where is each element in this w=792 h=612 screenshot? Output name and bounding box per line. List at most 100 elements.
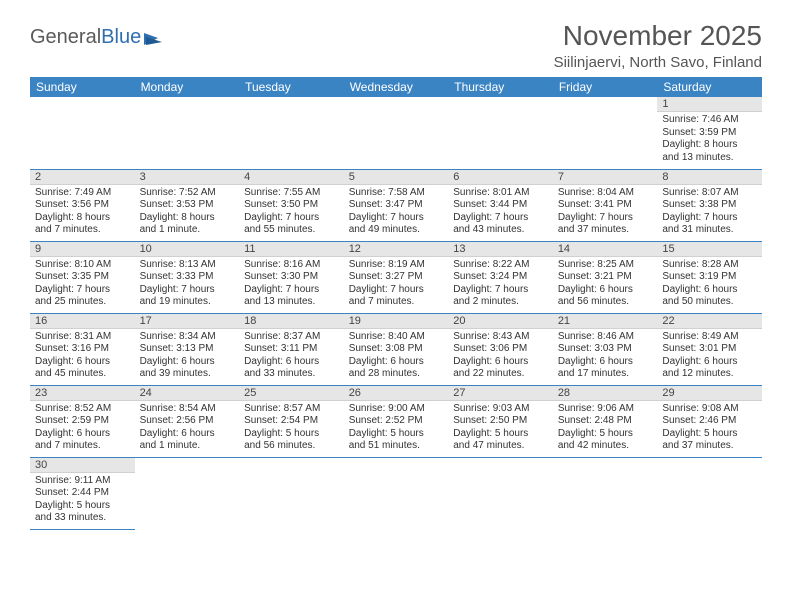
calendar-cell: 25Sunrise: 8:57 AMSunset: 2:54 PMDayligh… [239,385,344,457]
sunrise-text: Sunrise: 9:11 AM [35,475,130,488]
day-body: Sunrise: 8:10 AMSunset: 3:35 PMDaylight:… [30,257,135,312]
daylight-text-2: and 1 minute. [140,440,235,453]
calendar-cell: 19Sunrise: 8:40 AMSunset: 3:08 PMDayligh… [344,313,449,385]
daylight-text-2: and 7 minutes. [349,296,444,309]
calendar-cell: 11Sunrise: 8:16 AMSunset: 3:30 PMDayligh… [239,241,344,313]
day-number: 13 [448,242,553,257]
calendar-cell: 16Sunrise: 8:31 AMSunset: 3:16 PMDayligh… [30,313,135,385]
calendar-week: 30Sunrise: 9:11 AMSunset: 2:44 PMDayligh… [30,457,762,529]
calendar-cell: 29Sunrise: 9:08 AMSunset: 2:46 PMDayligh… [657,385,762,457]
day-header: Thursday [448,77,553,97]
sunset-text: Sunset: 3:21 PM [558,271,653,284]
daylight-text-1: Daylight: 6 hours [558,356,653,369]
calendar-cell: 14Sunrise: 8:25 AMSunset: 3:21 PMDayligh… [553,241,658,313]
sunrise-text: Sunrise: 7:55 AM [244,187,339,200]
daylight-text-1: Daylight: 5 hours [558,428,653,441]
calendar-cell: 12Sunrise: 8:19 AMSunset: 3:27 PMDayligh… [344,241,449,313]
day-number: 21 [553,314,658,329]
day-body: Sunrise: 8:46 AMSunset: 3:03 PMDaylight:… [553,329,658,384]
day-body: Sunrise: 8:07 AMSunset: 3:38 PMDaylight:… [657,185,762,240]
daylight-text-1: Daylight: 6 hours [662,284,757,297]
calendar-cell [553,457,658,529]
calendar-cell: 22Sunrise: 8:49 AMSunset: 3:01 PMDayligh… [657,313,762,385]
daylight-text-1: Daylight: 5 hours [35,500,130,513]
sunrise-text: Sunrise: 8:19 AM [349,259,444,272]
sunset-text: Sunset: 3:56 PM [35,199,130,212]
calendar-cell: 20Sunrise: 8:43 AMSunset: 3:06 PMDayligh… [448,313,553,385]
sunrise-text: Sunrise: 8:57 AM [244,403,339,416]
day-body: Sunrise: 9:00 AMSunset: 2:52 PMDaylight:… [344,401,449,456]
calendar-cell: 13Sunrise: 8:22 AMSunset: 3:24 PMDayligh… [448,241,553,313]
day-body: Sunrise: 8:37 AMSunset: 3:11 PMDaylight:… [239,329,344,384]
sunrise-text: Sunrise: 8:16 AM [244,259,339,272]
calendar-cell [30,97,135,169]
month-title: November 2025 [554,20,762,52]
daylight-text-1: Daylight: 6 hours [244,356,339,369]
day-body: Sunrise: 8:49 AMSunset: 3:01 PMDaylight:… [657,329,762,384]
daylight-text-2: and 39 minutes. [140,368,235,381]
day-header-row: Sunday Monday Tuesday Wednesday Thursday… [30,77,762,97]
calendar-cell [657,457,762,529]
day-number: 20 [448,314,553,329]
daylight-text-1: Daylight: 5 hours [349,428,444,441]
day-number: 8 [657,170,762,185]
daylight-text-2: and 22 minutes. [453,368,548,381]
day-body: Sunrise: 8:28 AMSunset: 3:19 PMDaylight:… [657,257,762,312]
sunrise-text: Sunrise: 9:00 AM [349,403,444,416]
sunset-text: Sunset: 2:44 PM [35,487,130,500]
daylight-text-2: and 7 minutes. [35,440,130,453]
calendar-cell: 28Sunrise: 9:06 AMSunset: 2:48 PMDayligh… [553,385,658,457]
daylight-text-1: Daylight: 7 hours [558,212,653,225]
sunrise-text: Sunrise: 8:10 AM [35,259,130,272]
calendar-cell: 26Sunrise: 9:00 AMSunset: 2:52 PMDayligh… [344,385,449,457]
sunrise-text: Sunrise: 8:43 AM [453,331,548,344]
sunrise-text: Sunrise: 8:28 AM [662,259,757,272]
day-body: Sunrise: 8:40 AMSunset: 3:08 PMDaylight:… [344,329,449,384]
daylight-text-2: and 28 minutes. [349,368,444,381]
day-number: 23 [30,386,135,401]
day-number: 19 [344,314,449,329]
day-number: 12 [344,242,449,257]
day-number: 11 [239,242,344,257]
logo: GeneralBlue [30,26,166,49]
sunrise-text: Sunrise: 7:58 AM [349,187,444,200]
daylight-text-2: and 1 minute. [140,224,235,237]
sunrise-text: Sunrise: 9:03 AM [453,403,548,416]
title-block: November 2025 Siilinjaervi, North Savo, … [554,20,762,71]
sunset-text: Sunset: 3:03 PM [558,343,653,356]
daylight-text-2: and 13 minutes. [244,296,339,309]
daylight-text-1: Daylight: 8 hours [35,212,130,225]
sunset-text: Sunset: 3:13 PM [140,343,235,356]
calendar-table: Sunday Monday Tuesday Wednesday Thursday… [30,77,762,530]
sunset-text: Sunset: 3:08 PM [349,343,444,356]
sunset-text: Sunset: 3:01 PM [662,343,757,356]
day-number: 15 [657,242,762,257]
sunset-text: Sunset: 3:38 PM [662,199,757,212]
day-body: Sunrise: 8:57 AMSunset: 2:54 PMDaylight:… [239,401,344,456]
sunset-text: Sunset: 2:46 PM [662,415,757,428]
daylight-text-1: Daylight: 8 hours [140,212,235,225]
daylight-text-2: and 47 minutes. [453,440,548,453]
sunrise-text: Sunrise: 9:06 AM [558,403,653,416]
calendar-cell: 24Sunrise: 8:54 AMSunset: 2:56 PMDayligh… [135,385,240,457]
daylight-text-2: and 45 minutes. [35,368,130,381]
sunrise-text: Sunrise: 8:25 AM [558,259,653,272]
calendar-week: 9Sunrise: 8:10 AMSunset: 3:35 PMDaylight… [30,241,762,313]
calendar-week: 23Sunrise: 8:52 AMSunset: 2:59 PMDayligh… [30,385,762,457]
day-body: Sunrise: 8:54 AMSunset: 2:56 PMDaylight:… [135,401,240,456]
calendar-cell: 23Sunrise: 8:52 AMSunset: 2:59 PMDayligh… [30,385,135,457]
sunrise-text: Sunrise: 9:08 AM [662,403,757,416]
day-number: 22 [657,314,762,329]
daylight-text-1: Daylight: 7 hours [35,284,130,297]
daylight-text-1: Daylight: 7 hours [453,212,548,225]
location: Siilinjaervi, North Savo, Finland [554,54,762,71]
daylight-text-1: Daylight: 8 hours [662,139,757,152]
sunrise-text: Sunrise: 8:22 AM [453,259,548,272]
day-number: 29 [657,386,762,401]
calendar-cell: 30Sunrise: 9:11 AMSunset: 2:44 PMDayligh… [30,457,135,529]
daylight-text-1: Daylight: 6 hours [35,356,130,369]
day-number: 26 [344,386,449,401]
day-body: Sunrise: 8:01 AMSunset: 3:44 PMDaylight:… [448,185,553,240]
calendar-week: 2Sunrise: 7:49 AMSunset: 3:56 PMDaylight… [30,169,762,241]
daylight-text-2: and 50 minutes. [662,296,757,309]
